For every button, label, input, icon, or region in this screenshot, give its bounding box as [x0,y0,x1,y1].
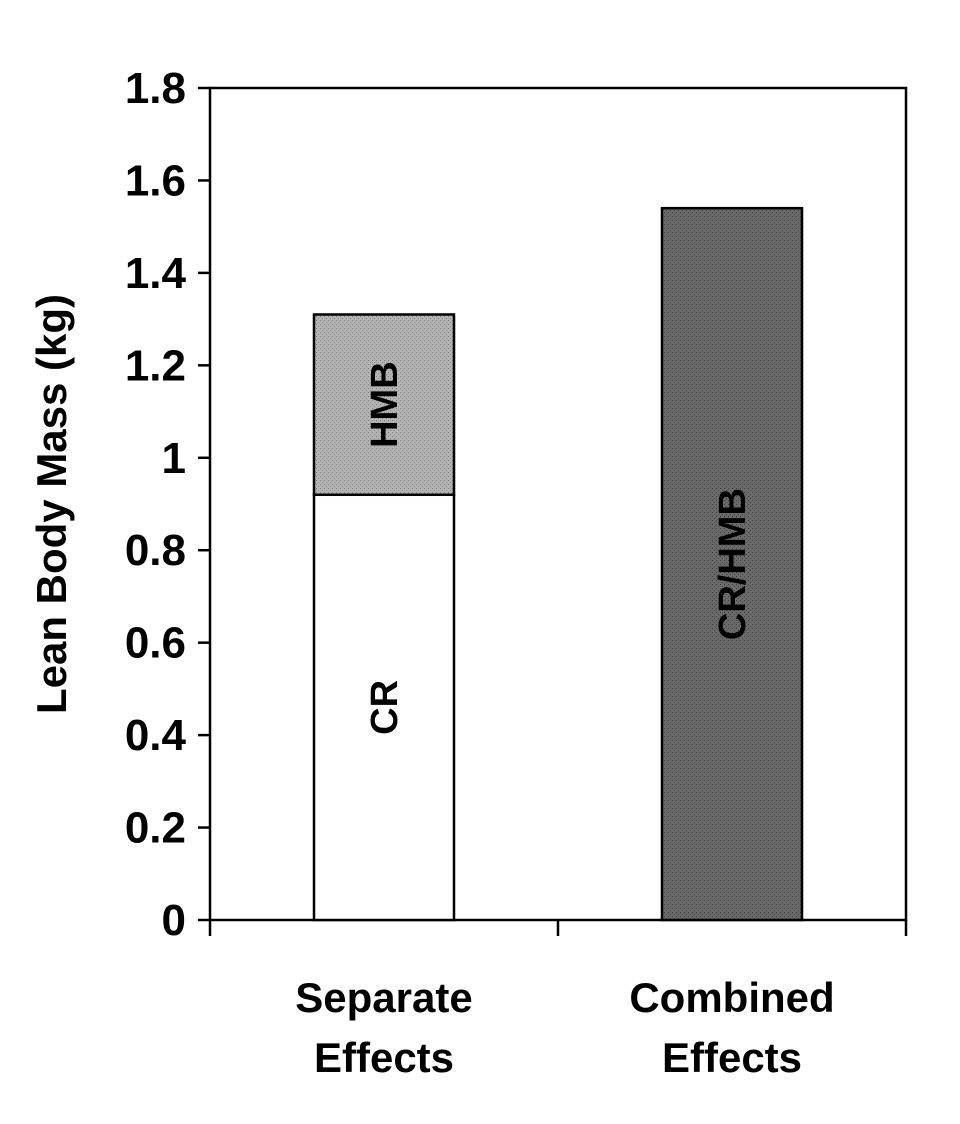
y-axis-title: Lean Body Mass (kg) [28,294,75,714]
bar-segment-cr [312,493,456,922]
category-label: Effects [314,1034,454,1081]
y-axis-ticks: 0 0.2 0.4 0.6 0.8 1 1.2 1.4 1.6 1.8 [125,64,210,945]
bar-segment-hmb [312,313,456,497]
bars-group [312,206,804,922]
y-tick-label: 0.2 [125,804,186,853]
y-tick-label: 1.6 [125,156,186,205]
bar-segment-label: HMB [364,361,406,448]
y-tick-label: 1.2 [125,341,186,390]
y-tick-label: 1 [162,434,186,483]
category-labels: Separate Effects Combined Effects [295,974,834,1081]
bar-segment-cr-hmb [660,206,804,922]
y-tick-label: 1.4 [125,249,187,298]
y-tick-label: 0.4 [125,711,187,760]
category-label: Effects [662,1034,802,1081]
y-tick-label: 0.8 [125,526,186,575]
y-tick-label: 0 [162,896,186,945]
y-tick-label: 0.6 [125,619,186,668]
category-label: Separate [295,974,472,1021]
bar-segment-label: CR [364,680,406,735]
x-axis-ticks [208,920,908,936]
category-label: Combined [629,974,834,1021]
bar-segment-label: CR/HMB [712,488,754,640]
y-tick-label: 1.8 [125,64,186,113]
segment-labels: CR HMB CR/HMB [364,361,754,734]
